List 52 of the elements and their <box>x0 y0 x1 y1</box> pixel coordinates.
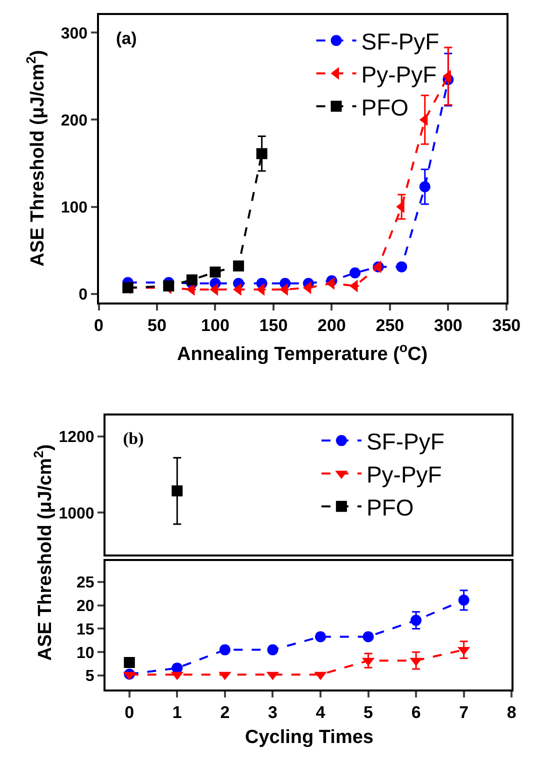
legend-label: Py-PyF <box>366 461 442 488</box>
legend-label: SF-PyF <box>366 428 444 455</box>
x-tick-label: 50 <box>148 316 166 335</box>
point <box>419 181 430 192</box>
text: (b) <box>123 429 144 448</box>
x-tick-label: 7 <box>459 703 469 722</box>
point <box>124 656 135 668</box>
y-tick-label: 300 <box>60 25 88 42</box>
x-tick-label: 350 <box>492 316 521 335</box>
y-tick-label: 100 <box>60 199 88 216</box>
legend-label: SF-PyF <box>361 28 440 54</box>
y-tick-label: 25 <box>76 574 94 592</box>
point <box>122 282 134 294</box>
x-tick-label: 5 <box>364 703 374 722</box>
x-tick-label: 300 <box>434 316 462 335</box>
point <box>256 148 268 160</box>
point <box>362 631 374 642</box>
y-tick-label: 200 <box>60 112 88 130</box>
x-tick-label: 6 <box>411 703 421 722</box>
x-tick-label: 200 <box>318 316 346 335</box>
legend-label: PFO <box>366 494 414 520</box>
point <box>163 280 174 292</box>
x-tick-label: 100 <box>201 316 230 335</box>
point <box>350 267 361 278</box>
point <box>219 644 230 656</box>
x-tick-label: 3 <box>268 703 278 722</box>
point <box>267 644 278 656</box>
x-tick-label: 8 <box>506 703 516 722</box>
point <box>458 594 470 606</box>
point <box>410 614 422 626</box>
legend-label: Py-PyF <box>361 61 437 88</box>
x-tick-label: 2 <box>220 703 230 722</box>
y-tick-label: 0 <box>78 286 88 304</box>
x-tick-label: 150 <box>259 316 288 335</box>
point <box>396 261 408 272</box>
x-tick-label: 4 <box>316 703 326 722</box>
x-tick-label: 1 <box>172 703 182 722</box>
y-tick-label: 5 <box>85 668 94 686</box>
y-tick-label: 20 <box>76 598 94 615</box>
y-tick-label: 15 <box>76 621 94 638</box>
y-tick-label: 1000 <box>58 505 94 522</box>
y-tick-label: 10 <box>76 644 94 662</box>
x-axis-title: Annealing Temperature ($^{o}$C) <box>177 340 428 365</box>
legend-label: PFO <box>361 94 409 120</box>
x-tick-label: 250 <box>376 316 404 335</box>
x-axis-title: Cycling Times <box>245 727 374 748</box>
point <box>210 266 221 278</box>
point <box>233 260 244 272</box>
x-tick-label: 0 <box>124 703 134 722</box>
y-tick-label: 1200 <box>58 428 94 446</box>
text: (a) <box>116 29 137 48</box>
point <box>314 631 326 642</box>
